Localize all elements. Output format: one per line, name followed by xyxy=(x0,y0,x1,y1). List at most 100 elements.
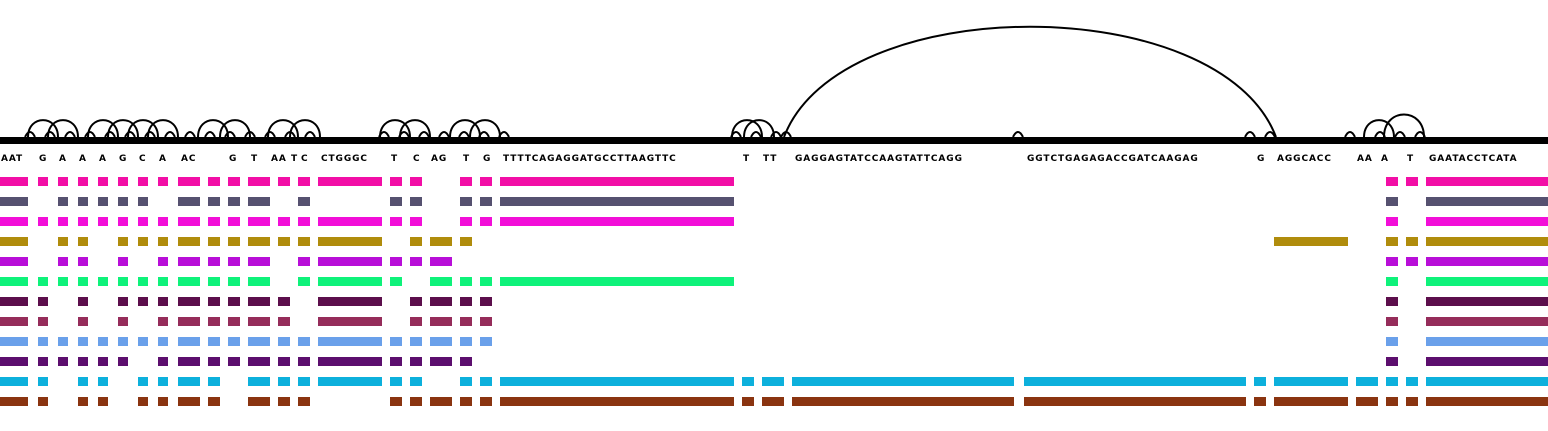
node-sequence-label: T xyxy=(743,154,750,164)
track-segment xyxy=(390,197,402,206)
track-segment xyxy=(1386,257,1398,266)
path-track-9 xyxy=(0,337,1548,346)
track-segment xyxy=(158,217,168,226)
path-track-5 xyxy=(0,257,1548,266)
node-sequence-label: CTGGGC xyxy=(321,154,368,164)
track-segment xyxy=(278,377,290,386)
track-segment xyxy=(278,397,290,406)
track-segment xyxy=(118,237,128,246)
arc-icon xyxy=(127,119,159,138)
track-segment xyxy=(228,337,240,346)
track-segment xyxy=(1426,297,1548,306)
track-segment xyxy=(460,177,472,186)
node-sequence-label: G xyxy=(1257,154,1265,164)
track-segment xyxy=(158,257,168,266)
track-segment xyxy=(390,217,402,226)
track-segment xyxy=(248,377,270,386)
track-segment xyxy=(298,197,310,206)
track-segment xyxy=(178,177,200,186)
track-segment xyxy=(38,317,48,326)
track-segment xyxy=(318,177,382,186)
track-segment xyxy=(278,357,290,366)
track-segment xyxy=(228,357,240,366)
track-segment xyxy=(38,177,48,186)
track-segment xyxy=(0,277,28,286)
arc-icon xyxy=(27,119,59,138)
track-segment xyxy=(1518,237,1530,246)
track-segment xyxy=(1254,377,1266,386)
node-bump-icon xyxy=(124,131,136,138)
track-segment xyxy=(1498,357,1510,366)
track-segment xyxy=(318,217,382,226)
track-segment xyxy=(1498,197,1510,206)
track-segment xyxy=(1518,177,1530,186)
arc-icon xyxy=(469,119,501,138)
track-segment xyxy=(410,397,422,406)
track-segment xyxy=(1426,217,1548,226)
node-sequence-label: AA xyxy=(271,154,287,164)
node-bump-icon xyxy=(1244,131,1256,138)
track-segment xyxy=(500,397,734,406)
track-segment xyxy=(208,357,220,366)
track-segment xyxy=(410,377,422,386)
track-segment xyxy=(278,217,290,226)
node-sequence-label: G xyxy=(483,154,491,164)
track-segment xyxy=(118,297,128,306)
track-segment xyxy=(58,197,68,206)
path-track-4 xyxy=(0,237,1548,246)
track-segment xyxy=(1356,377,1378,386)
track-segment xyxy=(38,277,48,286)
track-segment xyxy=(178,197,200,206)
track-segment xyxy=(410,177,422,186)
track-segment xyxy=(500,197,734,206)
path-track-10 xyxy=(0,357,1548,366)
track-segment xyxy=(318,297,382,306)
track-segment xyxy=(1426,277,1548,286)
track-segment xyxy=(430,397,452,406)
track-segment xyxy=(158,377,168,386)
track-segment xyxy=(1386,397,1398,406)
node-bump-icon xyxy=(1344,131,1356,138)
track-segment xyxy=(158,317,168,326)
track-segment xyxy=(1406,177,1418,186)
arc-icon xyxy=(731,119,763,138)
track-segment xyxy=(1426,377,1548,386)
track-segment xyxy=(98,357,108,366)
node-bump-icon xyxy=(24,131,36,138)
track-segment xyxy=(1538,377,1548,386)
track-segment xyxy=(178,377,200,386)
track-segment xyxy=(178,397,200,406)
node-labels: AAT G A A A G C A AC G T AA T C CTGGGC T C AG T G TTTTCAGAGG… xyxy=(1,154,1517,164)
track-segment xyxy=(278,297,290,306)
track-segment xyxy=(480,397,492,406)
track-segment xyxy=(278,237,290,246)
track-segment xyxy=(58,337,68,346)
track-segment xyxy=(248,337,270,346)
track-segment xyxy=(410,297,422,306)
track-segment xyxy=(58,277,68,286)
track-segment xyxy=(1386,317,1398,326)
track-segment xyxy=(318,277,382,286)
track-segment xyxy=(138,297,148,306)
track-segment xyxy=(410,257,422,266)
track-segment xyxy=(0,297,28,306)
track-segment xyxy=(228,237,240,246)
track-segment xyxy=(208,197,220,206)
track-segment xyxy=(58,177,68,186)
track-segment xyxy=(208,297,220,306)
track-segment xyxy=(430,297,452,306)
node-sequence-label: T xyxy=(1407,154,1414,164)
track-segment xyxy=(480,277,492,286)
track-segment xyxy=(0,377,28,386)
node-bump-icon xyxy=(304,131,316,138)
node-bump-icon xyxy=(164,131,176,138)
track-segment xyxy=(1386,197,1398,206)
path-track-3 xyxy=(0,217,1548,226)
track-segment xyxy=(410,357,422,366)
track-segment xyxy=(410,217,422,226)
node-bump-icon xyxy=(458,131,470,138)
path-track-11 xyxy=(0,377,1548,386)
track-segment xyxy=(208,237,220,246)
node-bump-icon xyxy=(204,131,216,138)
path-track-8 xyxy=(0,317,1548,326)
